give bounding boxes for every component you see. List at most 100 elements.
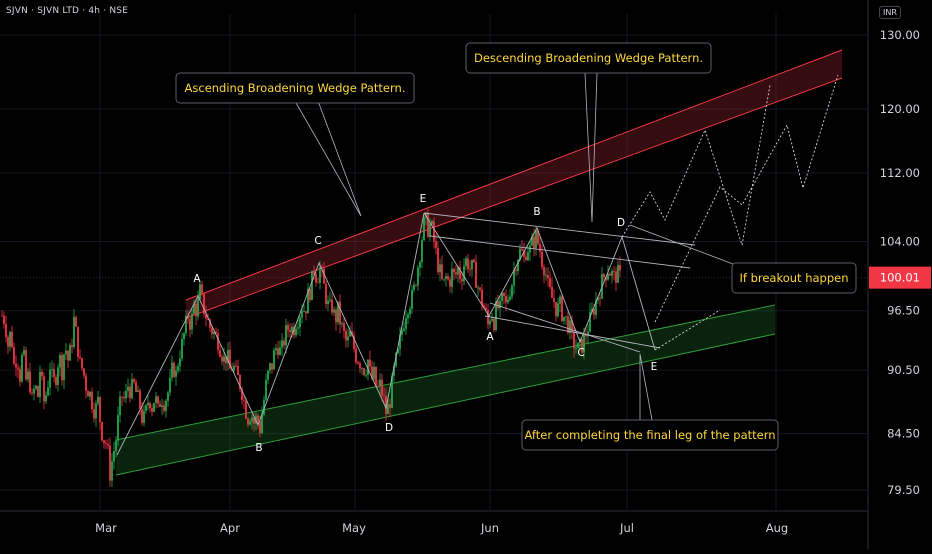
- candle-body: [185, 315, 187, 334]
- candle-body: [433, 221, 435, 242]
- candle-body: [319, 267, 321, 283]
- candle-body: [267, 370, 269, 380]
- candle-body: [313, 270, 315, 275]
- candle-body: [305, 311, 307, 314]
- candle-body: [413, 284, 415, 290]
- candle-body: [163, 405, 165, 411]
- candle-body: [537, 230, 539, 244]
- candle-body: [15, 363, 17, 368]
- last-price-label: 100.01: [880, 271, 920, 285]
- candle-body: [283, 340, 285, 346]
- candle-body: [481, 289, 483, 306]
- candle-body: [147, 402, 149, 406]
- candle-body: [551, 287, 553, 298]
- time-axis: Mar Apr May Jun Jul Aug: [0, 510, 868, 535]
- callout-box: [465, 42, 712, 74]
- candle-body: [65, 350, 67, 355]
- descending-point-label: A: [486, 331, 494, 343]
- candle-body: [191, 313, 193, 330]
- candle-body: [467, 258, 469, 270]
- candle-body: [269, 363, 271, 371]
- candle-body: [297, 327, 299, 329]
- candle-body: [131, 379, 133, 399]
- candle-body: [455, 272, 457, 275]
- candle-body: [423, 217, 425, 240]
- candle-body: [473, 259, 475, 262]
- candle-body: [511, 285, 513, 297]
- candle-body: [445, 276, 447, 279]
- candle-body: [563, 316, 565, 322]
- candle-body: [533, 236, 535, 249]
- candle-body: [597, 297, 599, 301]
- candle-body: [161, 405, 163, 407]
- candle-body: [221, 356, 223, 362]
- candle-body: [595, 300, 597, 315]
- callout-box: [521, 419, 779, 451]
- candle-body: [123, 397, 125, 399]
- candle-body: [43, 376, 45, 402]
- candle-body: [295, 328, 297, 336]
- candle-body: [565, 316, 567, 318]
- candle-body: [575, 348, 577, 349]
- candle-body: [357, 362, 359, 364]
- candle-body: [109, 445, 111, 481]
- candle-body: [577, 342, 579, 349]
- candle-body: [67, 350, 69, 361]
- candle-body: [261, 414, 263, 434]
- candle-body: [463, 265, 465, 282]
- candle-body: [507, 299, 509, 303]
- candle-body: [181, 338, 183, 359]
- candle-body: [13, 346, 15, 364]
- candle-body: [379, 379, 381, 387]
- candle-body: [175, 370, 177, 377]
- candle-body: [465, 258, 467, 266]
- candle-body: [133, 379, 135, 382]
- candle-body: [25, 350, 27, 380]
- point-labels: A B C D E A B C D E: [193, 193, 657, 454]
- candle-body: [449, 279, 451, 287]
- candle-body: [323, 268, 325, 284]
- candle-body: [57, 367, 59, 385]
- candle-body: [39, 371, 41, 398]
- candle-body: [143, 410, 145, 423]
- candle-body: [103, 440, 105, 444]
- candle-body: [93, 409, 95, 419]
- candle-body: [453, 268, 455, 273]
- candle-body: [213, 331, 215, 334]
- candle-body: [1, 315, 3, 317]
- candle-body: [289, 330, 291, 332]
- candle-body: [159, 403, 161, 407]
- projection-path-b: [654, 74, 839, 323]
- candle-body: [277, 348, 279, 355]
- price-tick-label: 96.50: [887, 304, 920, 318]
- candle-body: [439, 264, 441, 273]
- currency-badge[interactable]: INR: [879, 6, 901, 19]
- candle-body: [41, 371, 43, 377]
- candle-body: [411, 289, 413, 309]
- candle-body: [541, 251, 543, 267]
- candle-body: [275, 348, 277, 351]
- candle-body: [553, 297, 555, 302]
- candle-body: [279, 347, 281, 355]
- candle-body: [517, 260, 519, 272]
- candle-body: [333, 309, 335, 313]
- symbol-header: SJVN · SJVN LTD · 4h · NSE: [6, 6, 129, 16]
- candle-body: [307, 288, 309, 314]
- candle-body: [19, 369, 21, 382]
- candle-body: [343, 323, 345, 331]
- candle-body: [327, 300, 329, 304]
- candle-body: [139, 390, 141, 409]
- time-tick-label: Apr: [220, 521, 240, 535]
- candle-body: [399, 334, 401, 349]
- ascending-point-label: E: [420, 193, 427, 205]
- candle-body: [585, 334, 587, 337]
- candle-body: [215, 331, 217, 334]
- candle-body: [9, 331, 11, 347]
- candle-body: [487, 310, 489, 325]
- candle-body: [83, 368, 85, 376]
- candle-body: [499, 300, 501, 309]
- candle-body: [603, 274, 605, 277]
- candle-body: [81, 358, 83, 369]
